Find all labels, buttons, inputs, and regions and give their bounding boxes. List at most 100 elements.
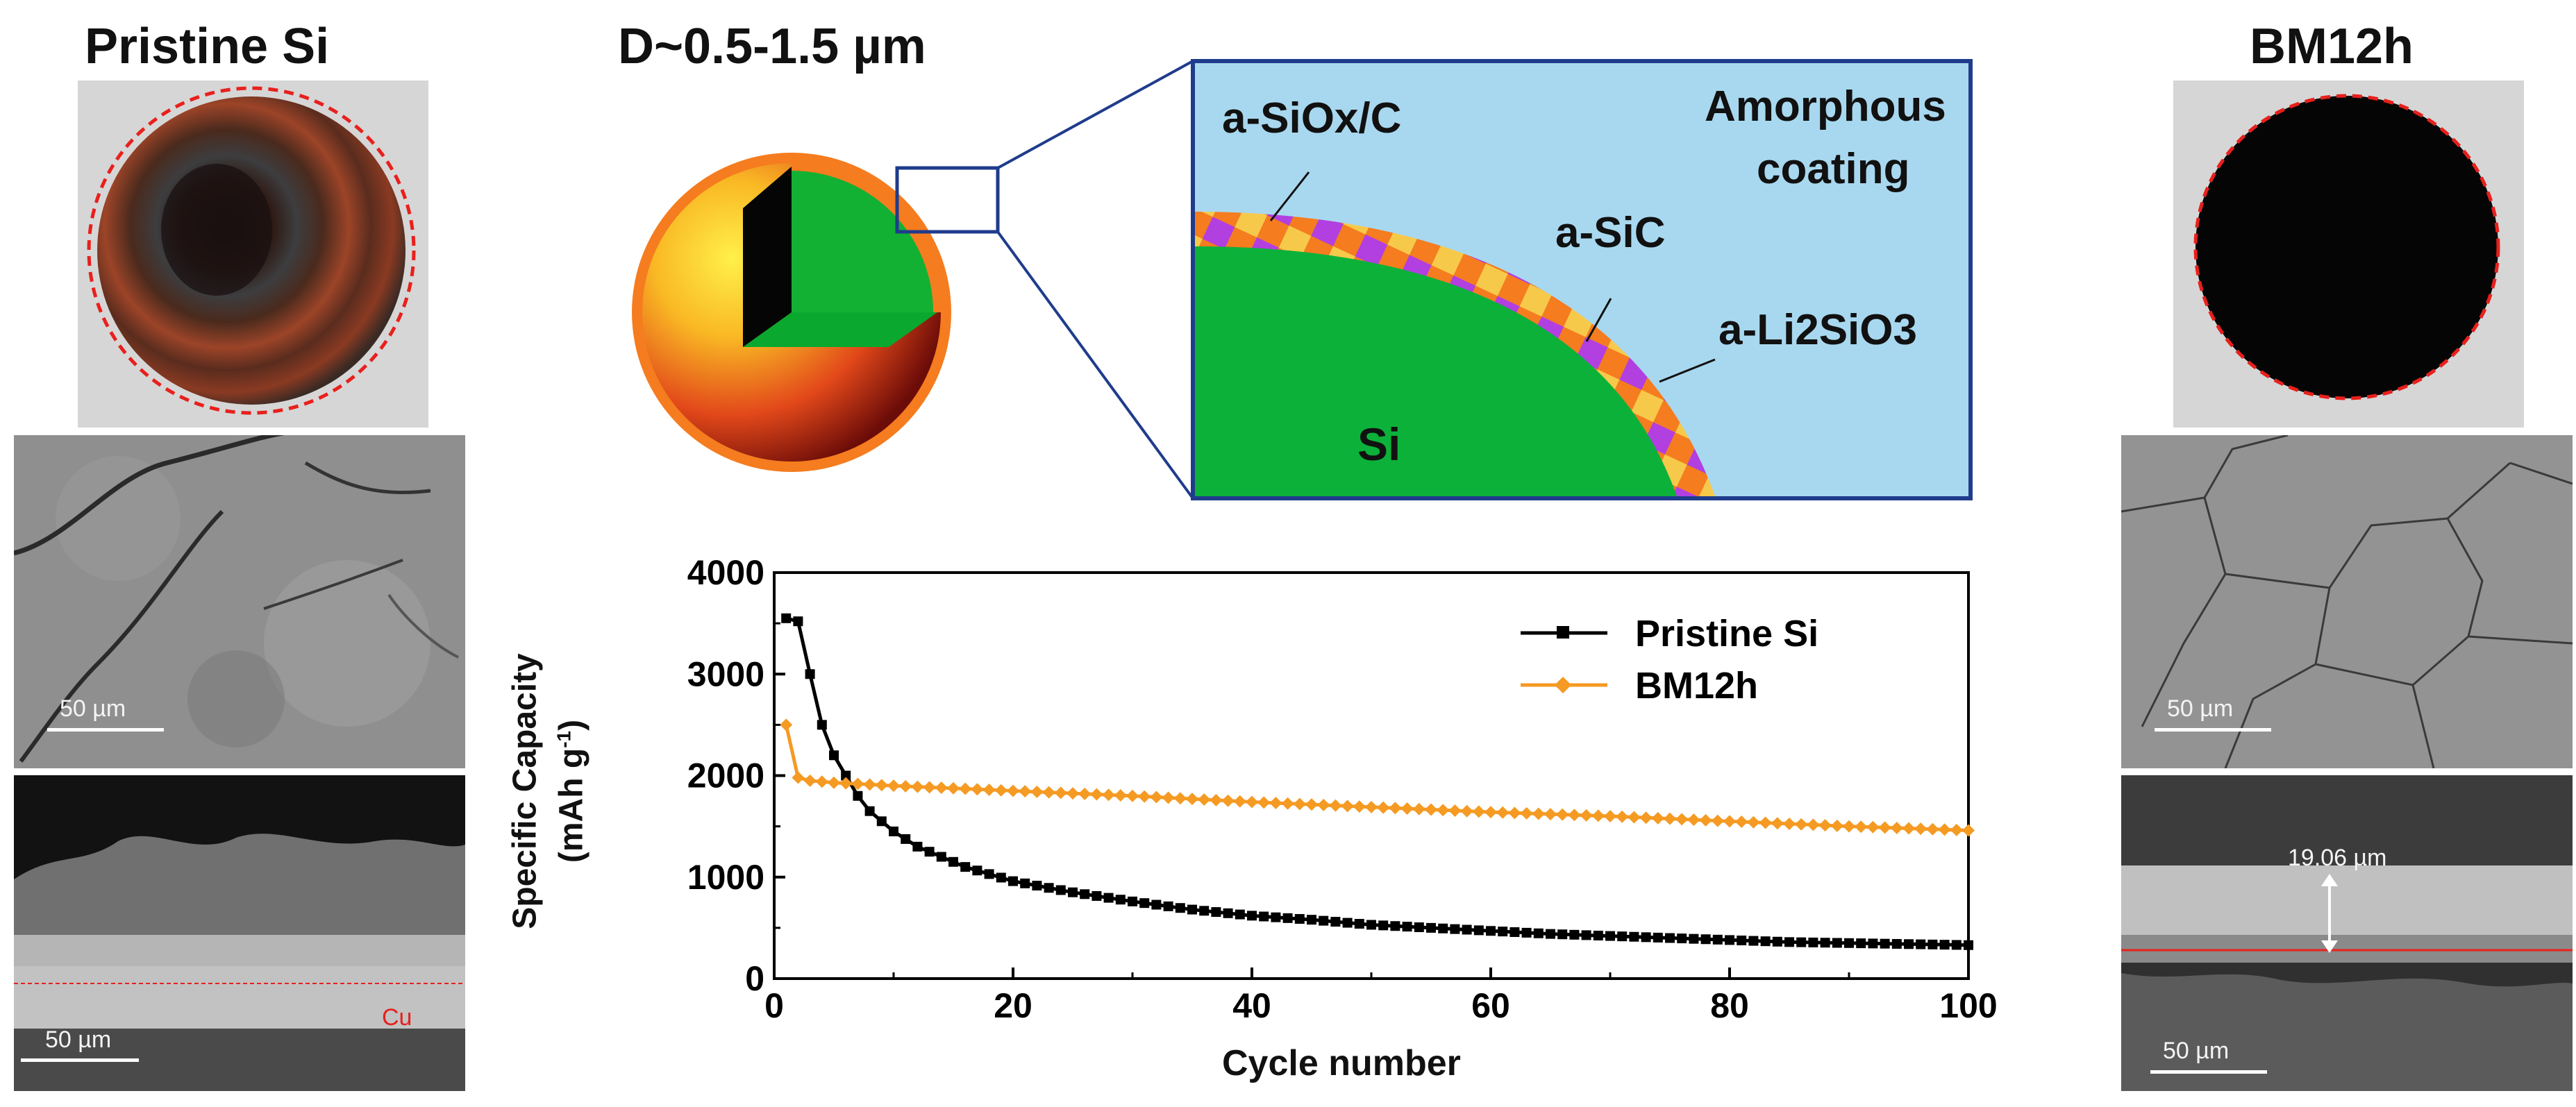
bm12h-cross-texture (2121, 775, 2573, 1091)
core-shell-sphere (632, 153, 1000, 472)
bm12h-point (1747, 816, 1760, 829)
pristine-si-point (1856, 938, 1866, 949)
pristine-si-point (960, 862, 971, 872)
bm12h-point (780, 718, 793, 732)
pristine-si-point (1712, 934, 1723, 945)
bm12h-point (1305, 798, 1318, 811)
pristine-si-point (1414, 922, 1424, 932)
pristine-si-point (1402, 922, 1412, 932)
pristine-si-point (889, 826, 898, 836)
bm12h-point (982, 783, 996, 796)
y-tick-label: 1000 (687, 858, 764, 897)
pristine-si-point (1151, 899, 1162, 910)
bm12h-point (792, 771, 805, 784)
pristine-si-point (1677, 933, 1687, 944)
pristine-si-point (1199, 906, 1210, 916)
bm12h-point (1902, 822, 1915, 835)
pristine-si-point (1665, 933, 1675, 943)
bm12h-point (1425, 803, 1437, 816)
pristine-si-point (1223, 908, 1233, 918)
pristine-si-point (1020, 878, 1030, 888)
bm12h-point (911, 780, 924, 793)
bm12h-point (1950, 823, 1963, 836)
pristine-si-point (1390, 921, 1400, 931)
pristine-si-point (1175, 903, 1185, 913)
bm12h-point (1412, 802, 1425, 816)
cu-layer-label: Cu (382, 1004, 412, 1031)
bm12h-point (1604, 810, 1616, 822)
bm12h-point (863, 778, 876, 791)
bm12h-point (875, 779, 888, 792)
bm12h-point (1317, 798, 1330, 811)
pristine-si-point (1128, 896, 1137, 906)
bm12h-point (803, 774, 817, 787)
x-tick-label: 20 (994, 986, 1032, 1025)
bm12h-point (1675, 813, 1689, 826)
thickness-label: 19.06 µm (2288, 845, 2387, 871)
pristine-si-point (1569, 929, 1580, 940)
bm12h-point (1150, 791, 1163, 804)
pristine-si-point (1092, 890, 1102, 901)
pristine-si-point (1187, 904, 1197, 915)
pristine-si-point (1927, 939, 1938, 949)
bm12h-point (1723, 815, 1736, 828)
pristine-si-point (1880, 938, 1890, 949)
bm12h-point (1962, 824, 1975, 837)
bm12h-point (1544, 808, 1557, 821)
bm12h-cross-scale-label: 50 µm (2163, 1038, 2230, 1064)
pristine-si-point (924, 847, 935, 857)
bm12h-point (1377, 801, 1390, 814)
bm12h-point (1771, 817, 1784, 830)
bm12h-point (1067, 787, 1079, 800)
coating-inset (1191, 59, 1973, 500)
bm12h-point (959, 782, 972, 795)
bm12h-point (947, 781, 960, 795)
pristine-surface-texture (14, 435, 465, 768)
pristine-si-point (1760, 936, 1771, 947)
bm12h-point (1855, 820, 1868, 834)
y-axis-label-line1: Specific Capacity (506, 653, 544, 929)
pristine-si-point (1737, 936, 1747, 946)
bm12h-point (1162, 791, 1175, 804)
bm12h-point (1938, 823, 1951, 836)
bm12h-point (1914, 822, 1927, 836)
pristine-si-point (1486, 926, 1496, 936)
x-axis-label: Cycle number (1222, 1043, 1461, 1083)
li2sio3-label: a-Li2SiO3 (1718, 306, 1917, 354)
bm12h-point (1186, 793, 1198, 806)
pristine-si-point (1605, 931, 1615, 941)
pristine-si-point (1629, 931, 1639, 942)
pristine-si-point (984, 869, 994, 879)
pristine-surface-scalebar (47, 728, 164, 732)
y-axis-unit: (mAh g (553, 747, 590, 863)
bm12h-point (935, 781, 948, 795)
pristine-si-point (1271, 912, 1281, 922)
bm12h-point (1830, 819, 1843, 832)
pristine-si-point (1139, 898, 1150, 909)
pristine-si-point (1772, 936, 1782, 947)
y-axis-label: Specific Capacity (mAh g-1) (506, 548, 592, 1034)
pristine-si-point (829, 750, 839, 761)
pristine-si-point (1282, 913, 1293, 923)
pristine-si-point (1378, 920, 1389, 931)
bm12h-point (839, 777, 853, 790)
bm12h-point (1448, 804, 1462, 817)
pristine-si-point (901, 834, 911, 844)
bm12h-point (1651, 811, 1664, 825)
x-tick-label: 40 (1232, 986, 1271, 1025)
bm12h-electrode-disc (2193, 94, 2500, 400)
bm12h-point (1257, 796, 1271, 809)
bm12h-point (1246, 795, 1258, 809)
amorphous-label: Amorphous (1705, 83, 1946, 130)
bm12h-title: BM12h (2250, 19, 2414, 74)
bm12h-point (828, 776, 840, 789)
bm12h-point (1878, 821, 1891, 834)
pristine-si-point (1426, 922, 1436, 933)
pristine-si-point (1748, 936, 1759, 946)
pristine-si-point (1546, 929, 1555, 939)
pristine-si-point (1235, 909, 1245, 920)
bm12h-point (923, 781, 936, 794)
pristine-si-point (1342, 918, 1353, 928)
si-core-label: Si (1357, 419, 1401, 470)
bm12h-point (1293, 797, 1306, 811)
